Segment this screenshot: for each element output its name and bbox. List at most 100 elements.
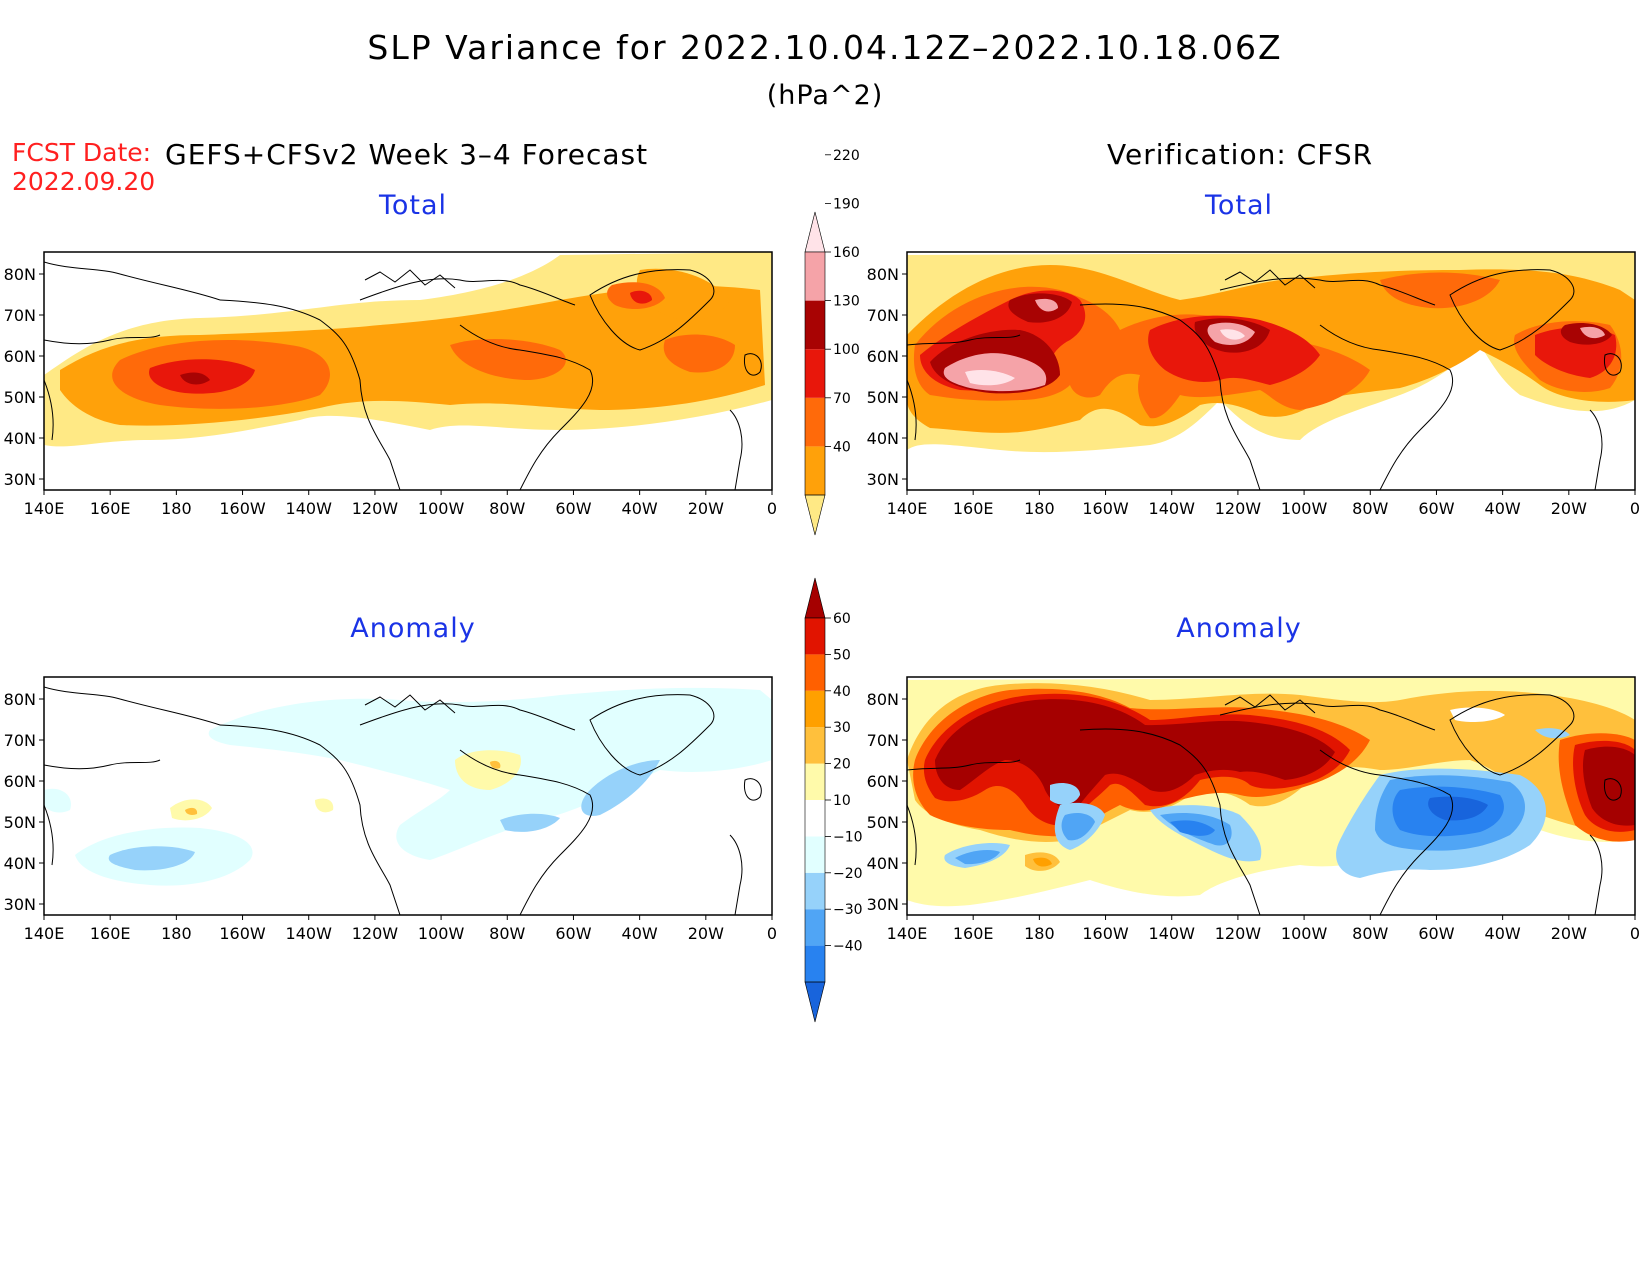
- lon-label-verification-anomaly: 160W: [1082, 924, 1129, 943]
- fcst-date-label: FCST Date:: [12, 138, 152, 167]
- lon-label-forecast-total: 40W: [622, 499, 658, 518]
- colorbar-total-tick-label: 220: [833, 148, 860, 164]
- colorbar-total-bottom-triangle: [804, 494, 826, 536]
- colorbar-total-top-triangle: [804, 211, 826, 253]
- colorbar-anomaly-box: [805, 654, 825, 691]
- colorbar-anomaly-tick-label: −10: [833, 829, 863, 845]
- lon-label-forecast-total: 60W: [555, 499, 591, 518]
- panel-title-verification-anomaly: Anomaly: [1176, 613, 1302, 644]
- coastlines-forecast-total: [44, 261, 762, 490]
- lon-label-verification-total: 100W: [1281, 499, 1328, 518]
- verification-header: Verification: CFSR: [1107, 138, 1374, 171]
- lon-label-forecast-total: 80W: [489, 499, 525, 518]
- colorbar-total-tick-label: 40: [833, 439, 851, 455]
- colorbar-anomaly-top-triangle: [804, 577, 826, 619]
- colorbar-anomaly-tick-label: 60: [833, 611, 851, 627]
- colorbar-anomaly-box: [805, 618, 825, 655]
- lon-label-verification-total: 60W: [1418, 499, 1454, 518]
- lat-label-verification-anomaly: 80N: [867, 690, 899, 709]
- lon-label-forecast-anomaly: 140E: [24, 924, 65, 943]
- colorbar-anomaly: −40 −30 −20 −10 10 20 30 40 50 60: [804, 577, 863, 1023]
- lon-label-verification-anomaly: 140W: [1149, 924, 1196, 943]
- lon-label-forecast-total: 140W: [286, 499, 333, 518]
- colorbar-anomaly-tick-label: 50: [833, 647, 851, 663]
- shading-forecast-total: [44, 252, 772, 447]
- map-verification-total: [906, 251, 1636, 491]
- lon-label-verification-anomaly: 100W: [1281, 924, 1328, 943]
- colorbar-anomaly-box: [805, 800, 825, 837]
- panel-title-forecast-total: Total: [378, 190, 448, 221]
- lon-label-verification-anomaly: 160E: [953, 924, 994, 943]
- lon-label-forecast-anomaly: 40W: [622, 924, 658, 943]
- lon-label-verification-total: 0: [1630, 499, 1640, 518]
- lon-label-verification-total: 160E: [953, 499, 994, 518]
- colorbar-total: 40 70 100 130 160 190 220: [804, 148, 860, 536]
- colorbar-anomaly-tick-label: −40: [833, 939, 863, 955]
- panel-title-verification-total: Total: [1204, 190, 1274, 221]
- lat-label-verification-anomaly: 50N: [867, 813, 899, 832]
- lon-label-verification-anomaly: 120W: [1215, 924, 1262, 943]
- coastlines-forecast-anomaly: [44, 686, 762, 915]
- lon-label-forecast-total: 100W: [418, 499, 465, 518]
- lon-label-verification-anomaly: 20W: [1551, 924, 1587, 943]
- figure-units: (hPa^2): [766, 80, 884, 111]
- lat-label-verification-total: 30N: [867, 470, 899, 489]
- lat-label-verification-anomaly: 30N: [867, 895, 899, 914]
- lat-label-forecast-total: 40N: [4, 429, 36, 448]
- lon-label-verification-anomaly: 80W: [1352, 924, 1388, 943]
- coastlines-verification-anomaly: [907, 694, 1622, 915]
- lon-label-verification-total: 140E: [887, 499, 928, 518]
- shading-forecast-anomaly: [44, 687, 772, 886]
- map-forecast-anomaly: [43, 676, 773, 916]
- fcst-date-block: FCST Date: 2022.09.20: [12, 138, 155, 196]
- map-forecast-total: [43, 251, 773, 491]
- lon-label-verification-anomaly: 40W: [1485, 924, 1521, 943]
- lat-label-forecast-total: 50N: [4, 388, 36, 407]
- lon-label-verification-total: 140W: [1149, 499, 1196, 518]
- lat-label-verification-total: 50N: [867, 388, 899, 407]
- lat-label-verification-total: 80N: [867, 265, 899, 284]
- lon-label-forecast-total: 160E: [90, 499, 131, 518]
- lon-label-forecast-total: 160W: [219, 499, 266, 518]
- colorbar-anomaly-tick-label: 40: [833, 684, 851, 700]
- lat-label-forecast-anomaly: 70N: [4, 731, 36, 750]
- lon-label-forecast-anomaly: 160W: [219, 924, 266, 943]
- colorbar-anomaly-box: [805, 727, 825, 764]
- colorbar-total-box: [805, 349, 825, 398]
- lon-label-forecast-total: 180: [161, 499, 192, 518]
- lon-label-forecast-anomaly: 100W: [418, 924, 465, 943]
- lat-label-forecast-anomaly: 80N: [4, 690, 36, 709]
- lat-label-verification-anomaly: 70N: [867, 731, 899, 750]
- lon-label-forecast-total: 140E: [24, 499, 65, 518]
- lon-label-forecast-total: 0: [767, 499, 777, 518]
- lon-label-verification-total: 180: [1024, 499, 1055, 518]
- colorbar-anomaly-box: [805, 763, 825, 800]
- colorbar-anomaly-bottom-triangle: [804, 981, 826, 1023]
- colorbar-anomaly-box: [805, 690, 825, 728]
- lon-label-verification-total: 40W: [1485, 499, 1521, 518]
- lon-label-forecast-anomaly: 20W: [688, 924, 724, 943]
- lat-label-verification-anomaly: 40N: [867, 854, 899, 873]
- lon-label-verification-anomaly: 140E: [887, 924, 928, 943]
- colorbar-anomaly-tick-label: 20: [833, 757, 851, 773]
- colorbar-total-box: [805, 397, 825, 447]
- colorbar-total-box: [805, 446, 825, 495]
- colorbar-total-tick-label: 160: [833, 245, 860, 261]
- lon-label-forecast-anomaly: 160E: [90, 924, 131, 943]
- map-verification-anomaly: [906, 676, 1636, 916]
- colorbar-anomaly-tick-label: 10: [833, 793, 851, 809]
- lat-label-forecast-total: 60N: [4, 347, 36, 366]
- colorbar-total-box: [805, 300, 825, 350]
- colorbar-anomaly-box: [805, 945, 825, 982]
- lat-label-forecast-anomaly: 30N: [4, 895, 36, 914]
- lat-label-forecast-anomaly: 50N: [4, 813, 36, 832]
- colorbar-anomaly-box: [805, 909, 825, 946]
- lon-label-forecast-anomaly: 180: [161, 924, 192, 943]
- colorbar-anomaly-box: [805, 872, 825, 910]
- colorbar-total-tick-label: 190: [833, 196, 860, 212]
- lat-label-forecast-total: 80N: [4, 265, 36, 284]
- lat-label-verification-total: 60N: [867, 347, 899, 366]
- shading-verification-anomaly: [907, 677, 1635, 907]
- colorbars: 40 70 100 130 160 190 220 −40 −30 −20 −10 10 20 30 40 5…: [804, 148, 863, 1023]
- lon-label-verification-total: 20W: [1551, 499, 1587, 518]
